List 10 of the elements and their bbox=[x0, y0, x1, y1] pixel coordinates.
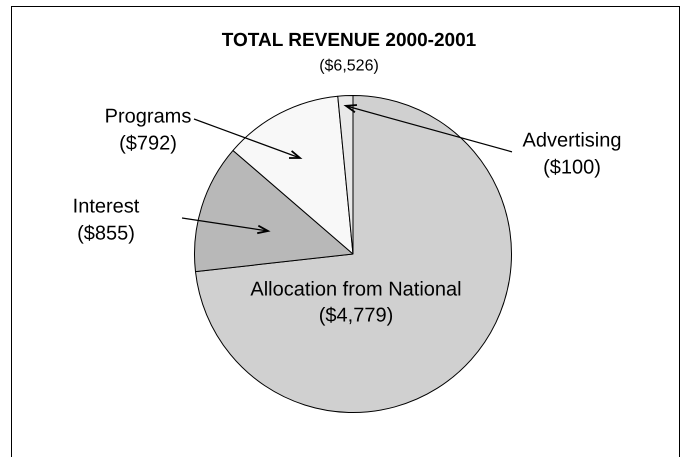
data-label: ($100) bbox=[543, 156, 601, 179]
chart-subtitle: ($6,526) bbox=[319, 57, 379, 74]
chart-title: TOTAL REVENUE 2000-2001 bbox=[222, 30, 477, 52]
slice-label: Interest bbox=[72, 196, 140, 218]
data-label: ($792) bbox=[119, 132, 177, 155]
slice-label: Programs bbox=[104, 106, 192, 128]
data-label: ($4,779) bbox=[318, 304, 394, 327]
slice-label: Advertising bbox=[522, 130, 622, 152]
slice-label: Allocation from National bbox=[250, 278, 462, 301]
data-label: ($855) bbox=[77, 222, 135, 245]
